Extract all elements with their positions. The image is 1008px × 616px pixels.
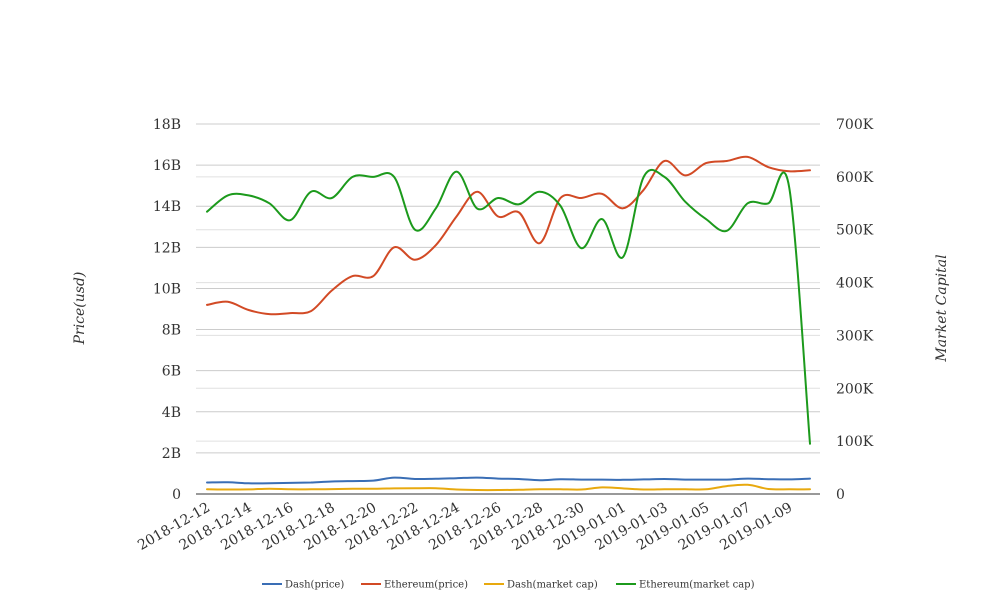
left-tick-label: 12B (153, 240, 181, 256)
series-line-dash-market-cap (206, 483, 811, 492)
left-tick-label: 4B (162, 405, 181, 421)
legend: Dash(price) Ethereum(price) Dash(market ca… (262, 580, 755, 591)
right-axis-ticks: 0 100K 200K 300K 400K 500K 600K 700K (836, 117, 874, 503)
legend-label-ethereum-market-cap: Ethereum(market cap) (639, 580, 755, 591)
left-tick-label: 0 (172, 487, 181, 503)
left-tick-label: 2B (162, 446, 181, 462)
left-tick-label: 10B (153, 281, 181, 297)
right-tick-label: 400K (836, 276, 874, 292)
left-tick-label: 14B (153, 199, 181, 215)
right-tick-label: 300K (836, 328, 874, 344)
x-axis-ticks: 2018-12-122018-12-142018-12-162018-12-18… (135, 500, 795, 554)
series-line-ethereum-market-cap (206, 168, 811, 445)
left-tick-label: 16B (153, 158, 181, 174)
right-tick-label: 100K (836, 434, 874, 450)
legend-label-dash-market-cap: Dash(market cap) (507, 580, 598, 591)
left-tick-label: 6B (162, 364, 181, 380)
left-axis-title: Price(usd) (72, 272, 88, 346)
series-group (206, 155, 811, 492)
right-tick-label: 0 (836, 487, 845, 503)
grid (196, 123, 820, 454)
right-axis-title: Market Capital (934, 254, 950, 362)
left-tick-label: 18B (153, 117, 181, 133)
series-line-ethereum-price (206, 155, 811, 316)
left-axis-ticks: 0 2B 4B 6B 8B 10B 12B 14B 16B 18B (153, 117, 181, 503)
right-tick-label: 200K (836, 381, 874, 397)
left-tick-label: 8B (162, 323, 181, 339)
right-tick-label: 600K (836, 170, 874, 186)
right-tick-label: 700K (836, 117, 874, 133)
right-tick-label: 500K (836, 223, 874, 239)
legend-label-dash-price: Dash(price) (285, 580, 344, 591)
series-line-dash-price (206, 476, 811, 485)
legend-label-ethereum-price: Ethereum(price) (384, 580, 468, 591)
